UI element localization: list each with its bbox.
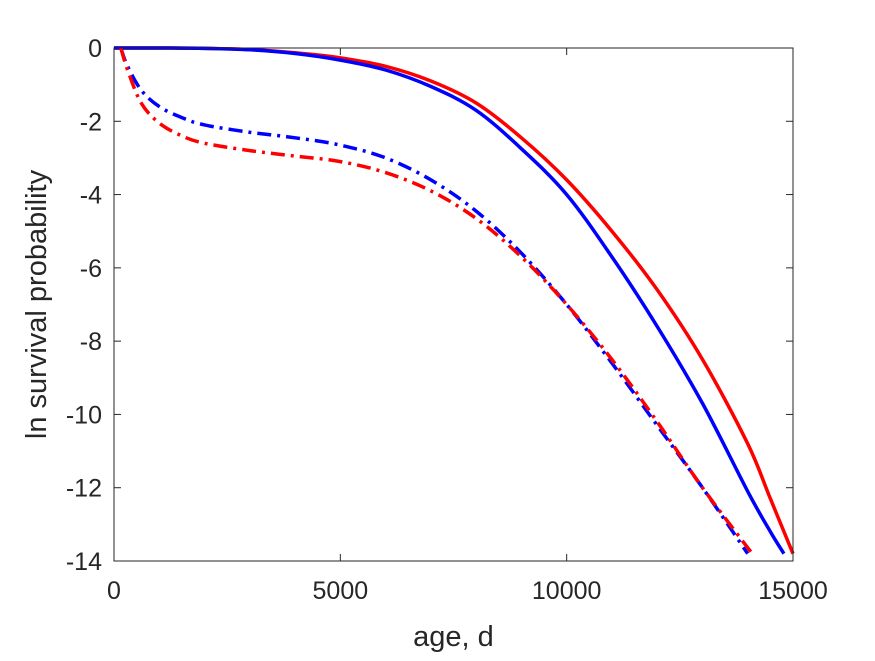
series-line-3 <box>119 47 750 555</box>
y-tick-label: -14 <box>66 548 102 576</box>
x-tick-label: 10000 <box>532 577 602 605</box>
y-tick-label: -4 <box>80 182 102 210</box>
y-tick-label: -10 <box>66 401 102 429</box>
y-tick-label: -2 <box>80 108 102 136</box>
x-tick-label: 15000 <box>758 577 828 605</box>
series-line-1 <box>113 46 795 555</box>
y-tick-label: -6 <box>80 255 102 283</box>
plot-area-frame <box>113 47 794 562</box>
x-tick-label: 5000 <box>313 577 369 605</box>
y-tick-label: 0 <box>88 35 102 63</box>
x-tick-label: 0 <box>107 577 121 605</box>
y-tick-label: -8 <box>80 328 102 356</box>
y-axis-label: ln survival probability <box>21 169 53 439</box>
series-layer <box>113 46 795 555</box>
series-line-4 <box>119 47 754 555</box>
x-axis-label: age, d <box>413 621 494 653</box>
series-line-2 <box>113 46 786 555</box>
ticks-layer: 0 5000 10000 15000 0 -2 -4 -6 -8 -10 -12 -14 <box>66 35 828 605</box>
y-tick-label: -12 <box>66 475 102 503</box>
